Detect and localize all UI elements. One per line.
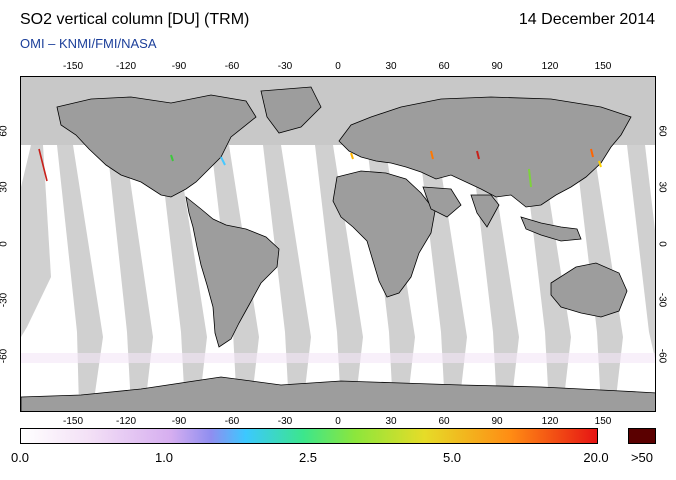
colorbar-label: 2.5 <box>298 450 318 465</box>
colorbar-gradient <box>21 429 597 443</box>
colorbar-label: >50 <box>630 450 654 465</box>
colorbar-label: 5.0 <box>442 450 462 465</box>
lat-tick-left: 30 <box>0 181 10 193</box>
colorbar-overflow-swatch <box>628 428 656 444</box>
lon-tick-top: 30 <box>385 61 397 72</box>
lon-tick-bottom: 60 <box>438 416 450 427</box>
lat-tick-right: 0 <box>656 241 668 247</box>
lon-tick-top: 150 <box>594 61 612 72</box>
lon-tick-top: 90 <box>491 61 503 72</box>
lat-tick-left: 60 <box>0 125 10 137</box>
lon-tick-bottom: -120 <box>115 416 137 427</box>
lat-tick-right: -30 <box>656 292 668 308</box>
lon-tick-bottom: -60 <box>224 416 240 427</box>
colorbar-label: 20.0 <box>583 450 609 465</box>
lat-tick-left: -30 <box>0 292 10 308</box>
lon-tick-bottom: -150 <box>62 416 84 427</box>
so2-colorbar <box>20 428 598 444</box>
lon-tick-top: -30 <box>277 61 293 72</box>
lon-tick-top: -150 <box>62 61 84 72</box>
map-title: SO2 vertical column [DU] (TRM) <box>20 11 250 28</box>
so2-world-map[interactable] <box>20 76 656 412</box>
lat-tick-right: -60 <box>656 348 668 364</box>
lon-tick-bottom: -30 <box>277 416 293 427</box>
lon-tick-top: -60 <box>224 61 240 72</box>
so2-signals <box>38 148 602 188</box>
lon-tick-top: -90 <box>171 61 187 72</box>
lat-tick-right: 60 <box>656 125 668 137</box>
map-date: 14 December 2014 <box>518 11 655 28</box>
lat-tick-left: -60 <box>0 348 10 364</box>
lon-tick-top: 60 <box>438 61 450 72</box>
lat-tick-left: 0 <box>0 241 10 247</box>
lon-tick-top: 120 <box>541 61 559 72</box>
lon-tick-bottom: 0 <box>335 416 341 427</box>
lon-tick-top: 0 <box>335 61 341 72</box>
map-canvas <box>21 77 655 411</box>
colorbar-label: 1.0 <box>154 450 174 465</box>
lat-tick-right: 30 <box>656 181 668 193</box>
lon-tick-bottom: 150 <box>594 416 612 427</box>
lon-tick-bottom: 90 <box>491 416 503 427</box>
colorbar-label: 0.0 <box>10 450 30 465</box>
land-masses <box>21 86 655 411</box>
lon-tick-top: -120 <box>115 61 137 72</box>
lon-tick-bottom: 30 <box>385 416 397 427</box>
retrieval-noise <box>21 353 655 363</box>
lon-tick-bottom: -90 <box>171 416 187 427</box>
data-credit: OMI – KNMI/FMI/NASA <box>20 36 157 51</box>
lon-tick-bottom: 120 <box>541 416 559 427</box>
